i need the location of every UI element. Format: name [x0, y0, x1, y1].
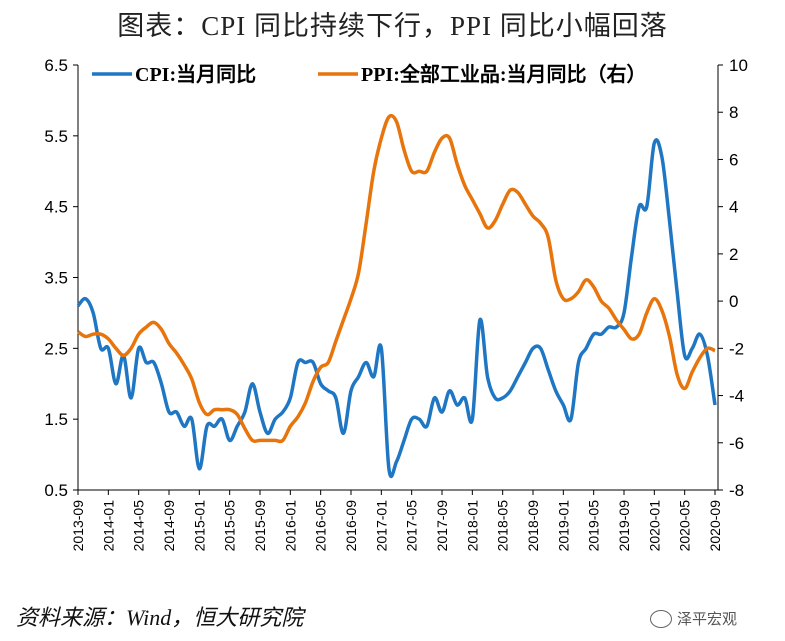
- x-tick-label: 2020-05: [677, 500, 693, 552]
- source-note: 资料来源：Wind，恒大研究院: [16, 605, 304, 630]
- right-tick-label: 10: [729, 56, 748, 75]
- x-tick-label: 2020-01: [646, 500, 662, 552]
- left-tick-label: 2.5: [44, 339, 68, 358]
- x-tick-label: 2014-09: [161, 500, 177, 552]
- cpi-series-line: [76, 138, 717, 479]
- x-tick-label: 2015-01: [191, 500, 207, 552]
- wechat-icon: [650, 609, 672, 628]
- left-tick-label: 4.5: [44, 198, 68, 217]
- right-tick-label: 2: [729, 245, 738, 264]
- right-tick-label: -6: [729, 434, 744, 453]
- left-tick-label: 0.5: [44, 481, 68, 500]
- x-tick-label: 2015-05: [222, 500, 238, 552]
- legend-label: PPI:全部工业品:当月同比（右）: [361, 62, 647, 86]
- x-tick-label: 2020-09: [707, 500, 723, 552]
- x-tick-label: 2019-01: [555, 500, 571, 552]
- right-tick-label: -8: [729, 481, 744, 500]
- right-tick-label: -4: [729, 387, 744, 406]
- x-tick-label: 2013-09: [70, 500, 86, 552]
- x-tick-label: 2016-01: [282, 500, 298, 552]
- x-tick-label: 2014-01: [100, 500, 116, 552]
- left-tick-label: 3.5: [44, 269, 68, 288]
- logo: 泽平宏观: [650, 608, 737, 629]
- x-tick-label: 2014-05: [131, 500, 147, 552]
- x-tick-label: 2017-01: [373, 500, 389, 552]
- x-tick-label: 2017-05: [404, 500, 420, 552]
- chart-title: 图表：CPI 同比持续下行，PPI 同比小幅回落: [117, 11, 668, 41]
- right-tick-label: 6: [729, 150, 738, 169]
- x-tick-label: 2018-05: [495, 500, 511, 552]
- x-tick-label: 2019-09: [616, 500, 632, 552]
- left-tick-label: 1.5: [44, 410, 68, 429]
- ppi-series-line: [76, 113, 716, 444]
- line-chart: 0.5 1.5 2.5 3.5 4.5 5.5 6.5 -8 -6 -4 -2 0 2 4 6 8 10 2013…: [44, 56, 748, 552]
- x-tick-label: 2016-09: [343, 500, 359, 552]
- logo-text: 泽平宏观: [677, 612, 738, 628]
- right-tick-label: -2: [729, 339, 744, 358]
- x-tick-label: 2016-05: [313, 500, 329, 552]
- x-tick-label: 2017-09: [434, 500, 450, 552]
- x-tick-label: 2018-01: [464, 500, 480, 552]
- x-tick-label: 2018-09: [525, 500, 541, 552]
- legend-label: CPI:当月同比: [135, 63, 256, 86]
- right-tick-label: 0: [729, 292, 738, 311]
- right-tick-label: 4: [729, 198, 738, 217]
- x-tick-label: 2015-09: [252, 500, 268, 552]
- left-tick-label: 5.5: [44, 127, 68, 146]
- right-tick-label: 8: [729, 103, 738, 122]
- left-tick-label: 6.5: [44, 56, 68, 75]
- x-tick-label: 2019-05: [586, 500, 602, 552]
